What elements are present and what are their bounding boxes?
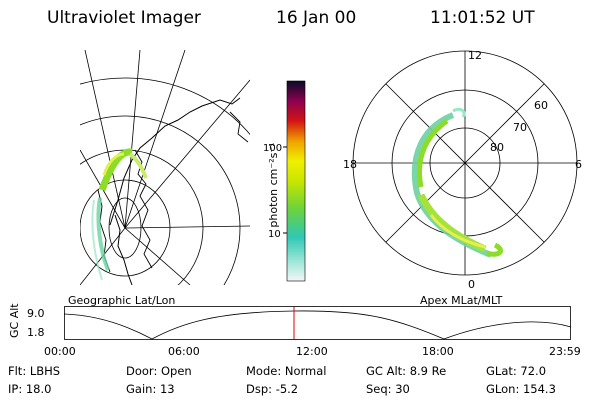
colorbar-tick-10: 10 <box>268 229 281 240</box>
altitude-curve <box>64 310 572 340</box>
lat-label-60: 60 <box>534 99 548 112</box>
geographic-map-panel <box>80 50 250 285</box>
polar-plot: 12 18 6 0 60 70 80 <box>343 49 582 290</box>
colorbar-label: photon cm⁻²s⁻¹ <box>267 142 280 227</box>
instrument-title: Ultraviolet Imager <box>47 8 201 28</box>
mlt-label-0: 0 <box>468 278 475 290</box>
info-seq: Seq: 30 <box>366 382 410 396</box>
lat-circle <box>80 77 250 136</box>
info-dsp: Dsp: -5.2 <box>246 382 299 396</box>
colorbar-tick-100: 100 <box>263 143 282 154</box>
lat-circle <box>80 115 241 285</box>
timeline-x-label: 06:00 <box>168 345 200 358</box>
timeline-x-label: 00:00 <box>44 345 76 358</box>
lat-circle <box>80 179 171 277</box>
timeline-y-max: 9.0 <box>27 307 45 320</box>
time-label: 11:01:52 UT <box>430 8 535 28</box>
info-gc-alt: GC Alt: 8.9 Re <box>366 364 447 378</box>
info-glat: GLat: 72.0 <box>486 364 547 378</box>
altitude-timeline <box>64 306 572 340</box>
apex-caption: Apex MLat/MLT <box>420 294 503 307</box>
timeline-x-label: 12:00 <box>296 345 328 358</box>
timeline-x-label: 18:00 <box>422 345 454 358</box>
mlt-label-12: 12 <box>468 49 482 62</box>
date-label: 16 Jan 00 <box>276 8 357 28</box>
lat-label-80: 80 <box>490 141 504 154</box>
timeline-y-min: 1.8 <box>27 326 45 339</box>
mlt-label-18: 18 <box>343 158 357 171</box>
info-gain: Gain: 13 <box>126 382 175 396</box>
info-door: Door: Open <box>126 364 192 378</box>
timeline-axis-title: GC Alt <box>8 303 21 338</box>
info-glon: GLon: 154.3 <box>486 382 556 396</box>
info-flt: Flt: LBHS <box>8 364 61 378</box>
timeline-x-label: 23:59 <box>549 345 581 358</box>
info-mode: Mode: Normal <box>246 364 327 378</box>
geographic-caption: Geographic Lat/Lon <box>68 294 176 307</box>
colorbar: photon cm⁻²s⁻¹ 100 10 <box>263 80 306 282</box>
lat-label-70: 70 <box>513 121 527 134</box>
mlt-label-6: 6 <box>575 158 582 171</box>
info-ip: IP: 18.0 <box>8 382 52 396</box>
